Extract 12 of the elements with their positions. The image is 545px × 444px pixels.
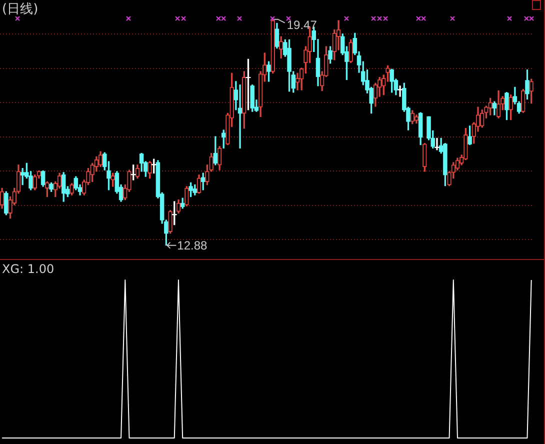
candlestick [45,181,50,198]
annotation: 12.88 [177,238,208,253]
candlestick [70,183,74,196]
chart-title: XG: 1.00 [2,262,54,277]
candlestick [20,168,25,186]
candlestick [184,186,189,206]
candlestick [168,210,172,234]
annotation: 19.47 [286,18,318,32]
candlestick [148,161,152,179]
candlestick [386,65,390,82]
candlestick [348,39,353,63]
chart-title: (日线) [2,2,38,17]
